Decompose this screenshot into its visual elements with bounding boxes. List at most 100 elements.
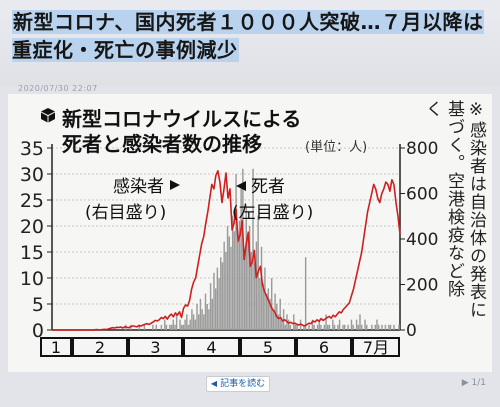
- death-bar: [182, 324, 185, 330]
- right-tick-label: 800: [406, 139, 438, 159]
- death-bar: [259, 278, 261, 330]
- death-bar: [197, 314, 200, 330]
- death-bar: [206, 304, 208, 330]
- death-bar: [357, 324, 360, 330]
- right-tick-label: 600: [406, 185, 438, 205]
- right-tick-label: 400: [406, 230, 438, 250]
- death-bar: [374, 324, 376, 330]
- death-bar: [325, 314, 327, 330]
- death-bar: [338, 319, 341, 330]
- death-bar: [203, 314, 205, 330]
- death-bar: [265, 293, 268, 330]
- death-bar: [389, 324, 392, 330]
- death-bar: [270, 278, 273, 330]
- death-bar: [371, 324, 373, 330]
- chart-title-line1: 新型コロナウイルスによる: [62, 107, 302, 131]
- left-axis-note: (左目盛り): [232, 203, 313, 223]
- chart-title-line2: 死者と感染者数の推移: [62, 132, 262, 156]
- left-tick-label: 20: [20, 216, 44, 238]
- death-bar: [311, 319, 314, 330]
- death-bar: [281, 319, 283, 330]
- death-bar: [289, 324, 292, 330]
- footnote: ※感染者は自治体の発表に 基づく。空港検疫など除 く: [414, 100, 494, 340]
- death-bar: [209, 283, 212, 330]
- death-bar: [170, 324, 173, 330]
- month-cell: [298, 339, 350, 355]
- death-bar: [199, 298, 202, 330]
- death-bar: [175, 314, 178, 330]
- death-bar: [240, 184, 242, 330]
- death-bar: [398, 324, 400, 330]
- month-label: 4: [206, 338, 216, 357]
- death-bar: [284, 324, 287, 330]
- month-label: 2: [95, 338, 105, 357]
- death-bar: [204, 293, 207, 330]
- death-bar: [296, 324, 298, 330]
- death-bar: [174, 324, 176, 330]
- death-bar: [366, 324, 368, 330]
- death-bar: [316, 324, 319, 330]
- deaths-label: 死者: [251, 177, 285, 197]
- death-bar: [231, 215, 234, 330]
- month-label: 3: [150, 338, 160, 357]
- death-bar: [360, 324, 363, 330]
- death-bar: [355, 319, 358, 330]
- death-bar: [143, 324, 146, 330]
- death-bar: [138, 324, 141, 330]
- death-bar: [287, 319, 290, 330]
- death-bar: [233, 231, 236, 330]
- death-bar: [164, 319, 166, 330]
- headline-title: 新型コロナ、国内死者１０００人突破…７月以降は重症化・死亡の事例減少: [12, 10, 484, 62]
- death-bar: [332, 319, 334, 330]
- death-bar: [194, 319, 197, 330]
- month-label: 5: [263, 338, 273, 357]
- death-bar: [359, 314, 361, 330]
- death-bar: [230, 246, 232, 330]
- death-bar: [186, 314, 188, 330]
- death-bar: [393, 324, 395, 330]
- death-bar: [254, 262, 256, 330]
- death-bar: [323, 324, 326, 330]
- right-tick-label: 200: [406, 276, 438, 296]
- month-cell: [74, 339, 126, 355]
- death-bar: [226, 226, 229, 330]
- left-tick-label: 15: [20, 242, 44, 264]
- death-bar: [308, 324, 310, 330]
- death-bar: [350, 319, 353, 330]
- death-bar: [342, 324, 344, 330]
- death-bar: [255, 241, 258, 330]
- death-bar: [228, 236, 230, 330]
- death-bar: [155, 324, 157, 330]
- timestamp: 2020/07/30 22:07: [18, 84, 98, 93]
- death-bar: [248, 226, 251, 330]
- death-bar: [187, 324, 190, 330]
- death-bar: [384, 324, 387, 330]
- infected-label: 感染者: [113, 177, 164, 197]
- death-bar: [337, 324, 339, 330]
- death-bar: [191, 309, 193, 330]
- right-tick-label: 0: [406, 321, 417, 341]
- death-bar: [313, 324, 315, 330]
- death-bar: [267, 288, 270, 330]
- death-bar: [169, 324, 171, 330]
- death-bar: [272, 309, 275, 330]
- death-bar: [247, 236, 249, 330]
- chevron-right-icon: ◀: [210, 379, 218, 388]
- death-bar: [264, 267, 266, 330]
- month-cell: [42, 339, 70, 355]
- death-bar: [223, 241, 225, 330]
- page-indicator[interactable]: ▶ 1/1: [461, 378, 486, 388]
- death-bar: [201, 309, 203, 330]
- month-cell: [242, 339, 294, 355]
- death-bar: [381, 324, 383, 330]
- death-bar: [160, 324, 163, 330]
- death-bar: [225, 252, 227, 330]
- death-bar: [277, 314, 280, 330]
- cube-icon: [41, 108, 55, 123]
- death-bar: [165, 324, 168, 330]
- read-more-button[interactable]: ◀ 記事を読む: [206, 376, 270, 392]
- death-bar: [269, 298, 271, 330]
- chart-unit: (単位：人): [305, 140, 368, 155]
- death-bar: [184, 319, 186, 330]
